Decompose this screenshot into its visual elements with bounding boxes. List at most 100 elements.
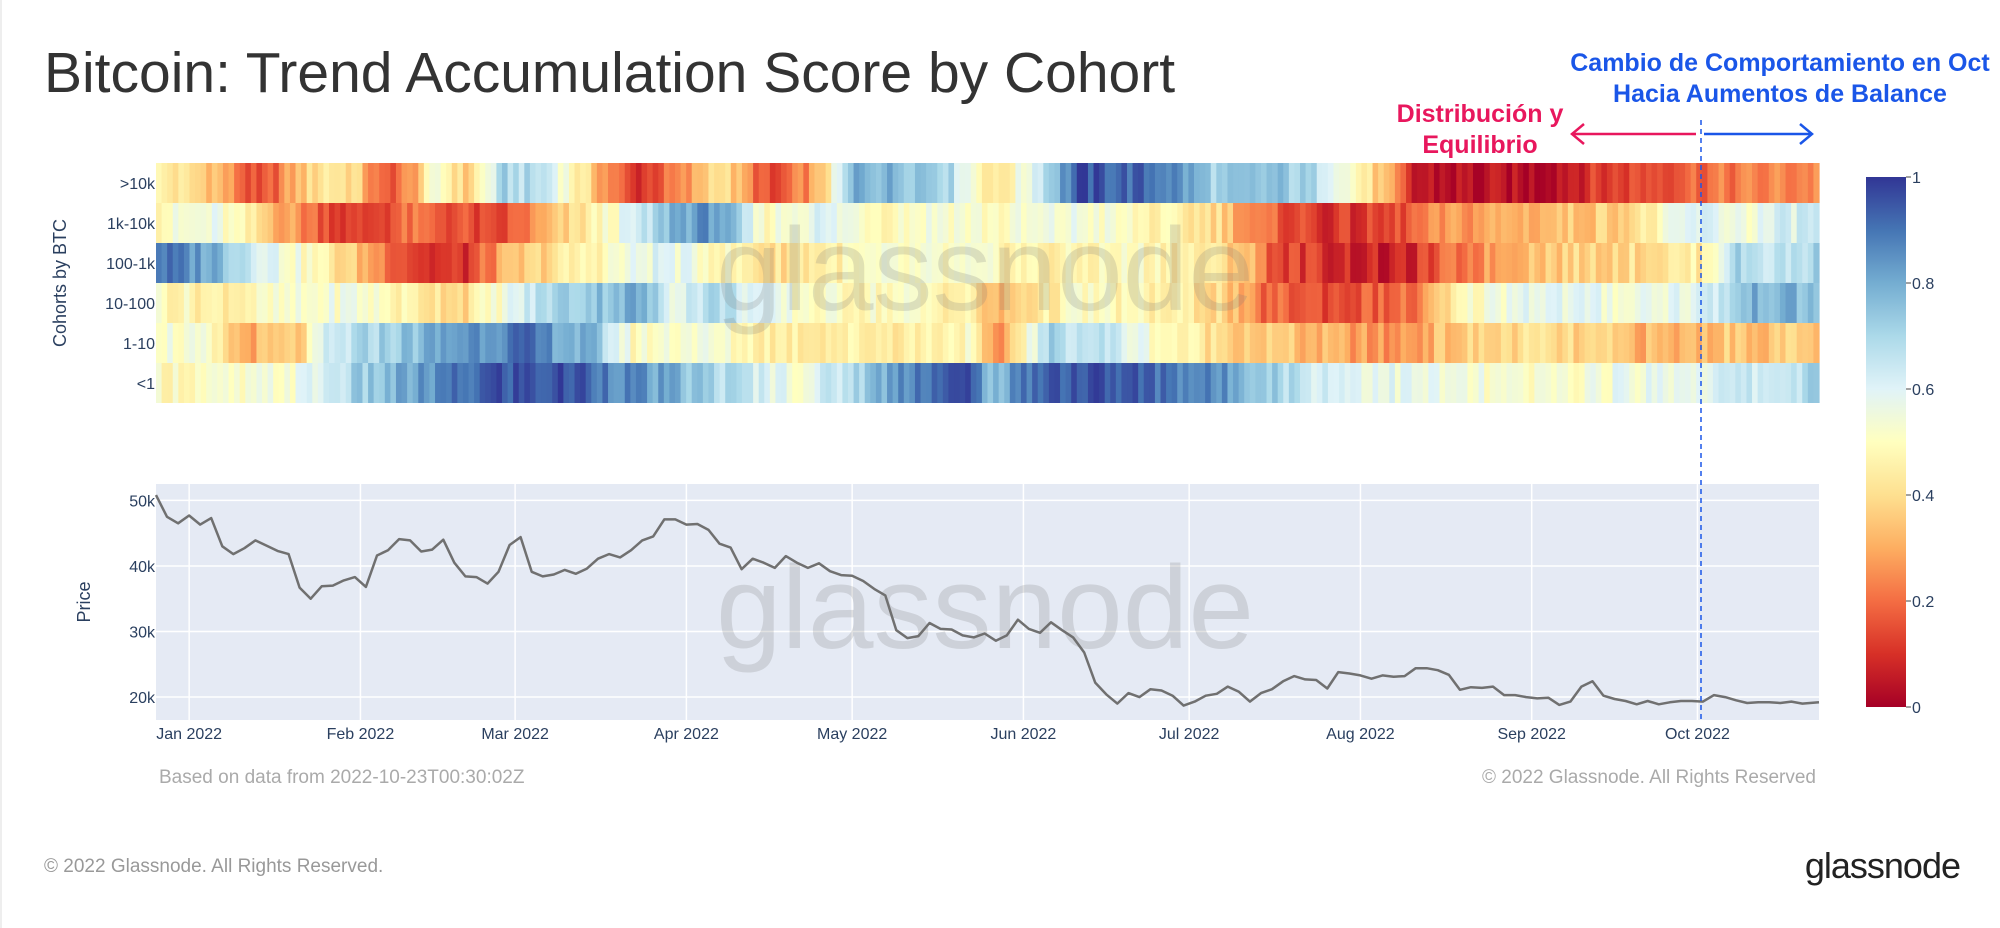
heatmap-cell [948,203,955,243]
heatmap-cell [1579,203,1586,243]
heatmap-cell [1082,283,1089,323]
heatmap-cell [1294,203,1301,243]
heatmap-cell [535,363,542,403]
heatmap-cell [691,243,698,283]
distribution-annotation: Distribución y Equilibrio [1392,99,1568,161]
heatmap-cell [1634,163,1642,203]
heatmap-cell [674,323,682,363]
heatmap-cell [931,203,938,243]
heatmap-cell [156,323,163,363]
heatmap-cell [312,323,319,363]
heatmap-cell [429,163,436,203]
heatmap-cell [753,203,760,243]
price-y-tick-label: 40k [129,559,156,576]
heatmap-cell [1071,203,1078,243]
heatmap-cell [959,323,966,363]
heatmap-cell [647,363,654,403]
colorbar-tick-label: 0 [1912,700,1921,717]
heatmap-cell [401,283,408,323]
heatmap-cell [781,203,788,243]
glassnode-logo[interactable]: glassnode [1804,845,1961,886]
heatmap-cell [1707,283,1714,323]
heatmap-cell [1690,323,1697,363]
heatmap-cell [1394,243,1402,283]
heatmap-cell [1339,243,1346,283]
heatmap-cell [1026,283,1033,323]
heatmap-cell [1701,203,1708,243]
heatmap-cell [814,363,821,403]
heatmap-cell [541,323,548,363]
heatmap-cell [552,163,559,203]
heatmap-cell [836,283,844,323]
heatmap-cell [345,203,352,243]
heatmap-cell [730,323,737,363]
heatmap-cell [1132,243,1139,283]
heatmap-cell [959,283,966,323]
heatmap-cell [217,323,224,363]
heatmap-cell [909,363,916,403]
heatmap-cell [1606,203,1614,243]
heatmap-cell [262,283,269,323]
heatmap-cell [1489,323,1496,363]
heatmap-cell [652,243,659,283]
heatmap-cell [652,283,659,323]
heatmap-cell [741,323,749,363]
heatmap-cell [1763,243,1770,283]
heatmap-cell [485,203,492,243]
heatmap-cell [987,283,994,323]
heatmap-cell [814,323,821,363]
heatmap-cell [1132,163,1139,203]
heatmap-row-label: 100-1k [106,256,156,273]
heatmap-cell [245,163,252,203]
heatmap-cell [317,283,325,323]
heatmap-cell [1763,363,1770,403]
heatmap-cell [1260,163,1268,203]
heatmap-cell [535,243,542,283]
heatmap-cell [602,363,609,403]
heatmap-cell [1646,163,1653,203]
heatmap-cell [334,363,341,403]
heatmap-cell [524,163,531,203]
heatmap-cell [1160,283,1167,323]
heatmap-cell [462,243,470,283]
price-x-tick-label: Jan 2022 [156,726,222,743]
heatmap-cell [239,283,246,323]
heatmap-cell [1199,203,1206,243]
heatmap-cell [1154,163,1162,203]
heatmap-cell [725,163,732,203]
heatmap-cell [1272,163,1279,203]
heatmap-cell [379,203,386,243]
heatmap-cell [914,203,922,243]
heatmap-cell [529,323,537,363]
heatmap-cell [1311,283,1318,323]
heatmap-cell [669,243,676,283]
heatmap-cell [993,323,1000,363]
heatmap-cell [1763,163,1770,203]
heatmap-cell [998,363,1005,403]
heatmap-cell [273,363,280,403]
heatmap-cell [1389,363,1396,403]
heatmap-cell [1177,163,1184,203]
heatmap-cell [1333,323,1340,363]
heatmap-cell [1244,163,1251,203]
heatmap-cell [161,243,168,283]
heatmap-cell [507,363,514,403]
heatmap-cell [1523,323,1530,363]
heatmap-cell [1495,363,1502,403]
heatmap-cell [1679,203,1686,243]
heatmap-cell [859,243,866,283]
heatmap-cell [485,163,492,203]
heatmap-cell [535,283,542,323]
heatmap-cell [1283,283,1290,323]
heatmap-cell [446,163,453,203]
heatmap-cell [1584,243,1591,283]
heatmap-cell [585,163,592,203]
heatmap-cell [1512,243,1519,283]
heatmap-cell [842,203,849,243]
heatmap-cell [1657,363,1664,403]
heatmap-cell [1121,203,1128,243]
heatmap-cell [161,163,168,203]
heatmap-cell [775,323,782,363]
heatmap-cell [429,283,436,323]
heatmap-cell [686,323,693,363]
